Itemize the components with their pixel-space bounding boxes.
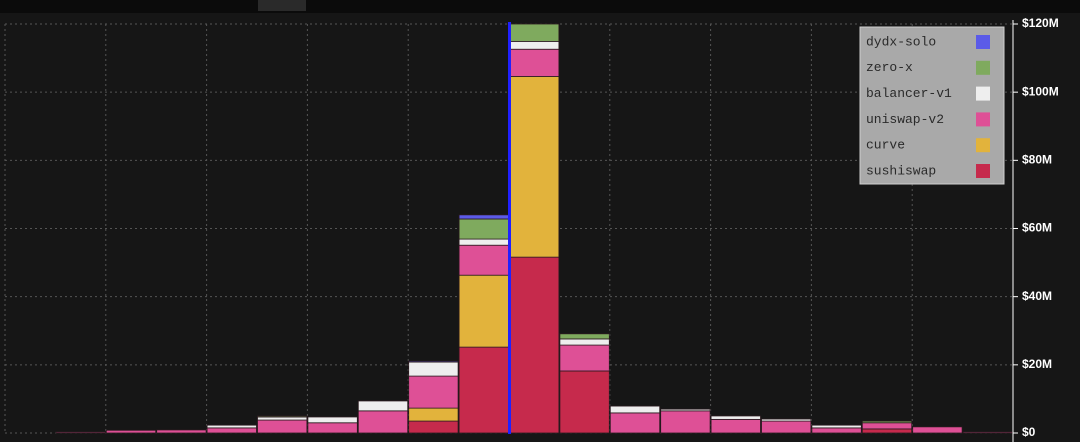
bar-segment xyxy=(357,410,409,434)
y-tick-label: $100M xyxy=(1022,84,1059,98)
legend-label: balancer-v1 xyxy=(866,86,952,101)
bar-segment xyxy=(811,424,862,429)
legend-label: uniswap-v2 xyxy=(866,112,944,127)
bar-segment xyxy=(156,429,207,434)
y-tick-label: $120M xyxy=(1022,16,1059,30)
bar-segment xyxy=(458,214,509,220)
legend-label: sushiswap xyxy=(866,163,936,178)
bar-segment xyxy=(257,415,308,418)
y-axis: $0 $20M $40M $60M $80M $100M $120M xyxy=(1013,16,1059,439)
bar-segment xyxy=(458,244,509,276)
bar-segment xyxy=(559,333,610,340)
bar-segment xyxy=(509,256,560,434)
highlight-line xyxy=(508,22,511,434)
bar-segment xyxy=(257,419,308,434)
top-tab xyxy=(258,0,306,11)
bar-segment xyxy=(408,420,459,434)
legend-swatch xyxy=(976,86,990,101)
bar-segment xyxy=(206,427,257,434)
legend-box xyxy=(859,26,1005,185)
y-tick-label: $80M xyxy=(1022,153,1052,167)
grid xyxy=(4,23,1014,434)
bar-segment xyxy=(710,418,761,434)
bar-segment xyxy=(408,361,459,377)
bar-segment xyxy=(609,412,661,434)
bar-segment xyxy=(861,428,913,434)
bar-segment xyxy=(509,40,560,50)
legend-swatch xyxy=(976,164,990,178)
bars xyxy=(55,23,1013,434)
y-tick-label: $20M xyxy=(1022,357,1052,371)
bar-segment xyxy=(206,424,257,429)
bar-segment xyxy=(257,416,308,421)
bar-segment xyxy=(408,375,459,409)
legend-swatch xyxy=(976,35,990,49)
bar-segment xyxy=(458,238,509,246)
y-tick-label: $0 xyxy=(1022,425,1036,439)
y-tick-label: $40M xyxy=(1022,289,1052,303)
bar-segment xyxy=(509,48,560,77)
bar-segment xyxy=(912,426,963,434)
bar-segment xyxy=(408,360,459,363)
legend-label: curve xyxy=(866,138,905,153)
top-strip xyxy=(0,0,1080,13)
legend-label: zero-x xyxy=(866,60,913,75)
bar-segment xyxy=(811,427,862,434)
bar-segment xyxy=(710,415,761,420)
bar-segment xyxy=(861,420,913,424)
legend-label: dydx-solo xyxy=(866,34,936,49)
bar-segment xyxy=(761,418,812,422)
bar-segment xyxy=(559,338,610,346)
bar-segment xyxy=(509,23,560,42)
legend-swatch xyxy=(976,112,990,127)
bar-segment xyxy=(357,400,409,412)
bar-segment xyxy=(458,218,509,240)
y-tick-label: $60M xyxy=(1022,221,1052,235)
bar-segment xyxy=(307,416,358,424)
legend-swatch xyxy=(976,60,990,75)
bar-segment xyxy=(660,408,711,412)
bar-segment xyxy=(861,422,913,430)
bar-segment xyxy=(307,422,358,434)
bar-segment xyxy=(660,410,711,434)
legend-swatch xyxy=(976,138,990,153)
bar-segment xyxy=(609,405,661,414)
bar-segment xyxy=(55,431,106,434)
bar-segment xyxy=(509,76,560,258)
bar-segment xyxy=(408,407,459,422)
legend: dydx-solo zero-x balancer-v1 uniswap-v2 curv… xyxy=(859,26,1005,185)
bar-segment xyxy=(105,429,157,434)
bar-segment xyxy=(559,370,610,434)
bar-segment xyxy=(458,346,509,434)
bar-segment xyxy=(559,344,610,372)
bar-segment xyxy=(962,431,1013,434)
bar-segment xyxy=(761,420,812,434)
bar-segment xyxy=(458,274,509,348)
